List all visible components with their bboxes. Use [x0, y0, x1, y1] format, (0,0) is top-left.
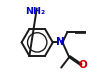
Text: O: O: [78, 60, 87, 70]
Text: NH₂: NH₂: [26, 7, 46, 16]
Text: N: N: [56, 37, 65, 47]
